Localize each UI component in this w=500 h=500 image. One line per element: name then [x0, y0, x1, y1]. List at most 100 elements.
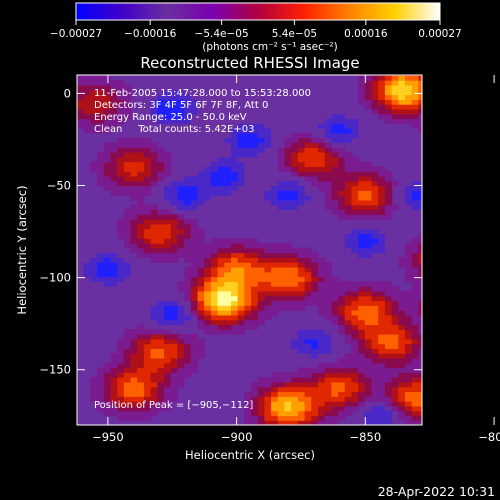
heatmap-cell: [230, 142, 239, 148]
heatmap-cell: [184, 353, 192, 359]
heatmap-cell: [411, 295, 419, 302]
heatmap-cell: [378, 94, 386, 100]
heatmap-cell: [164, 219, 172, 225]
heatmap-cell: [297, 142, 306, 148]
heatmap-cell: [384, 334, 393, 340]
heatmap-cell: [137, 219, 145, 225]
heatmap-cell: [150, 314, 158, 321]
heatmap-cell: [177, 104, 185, 110]
heatmap-cell: [391, 343, 399, 349]
heatmap-cell: [331, 286, 339, 292]
heatmap-cell: [164, 152, 172, 158]
heatmap-cell: [324, 353, 332, 359]
heatmap-cell: [224, 180, 232, 187]
heatmap-cell: [284, 199, 292, 206]
heatmap-cell: [117, 343, 125, 349]
heatmap-cell: [351, 377, 359, 383]
heatmap-cell: [271, 209, 279, 215]
heatmap-cell: [143, 348, 152, 354]
heatmap-cell: [184, 94, 192, 100]
heatmap-cell: [297, 266, 306, 273]
heatmap-cell: [103, 118, 112, 124]
heatmap-cell: [284, 204, 292, 211]
heatmap-cell: [103, 377, 112, 383]
heatmap-cell: [358, 329, 366, 335]
heatmap-cell: [324, 262, 332, 268]
heatmap-cell: [257, 391, 266, 397]
heatmap-cell: [217, 281, 225, 287]
heatmap-cell: [358, 190, 366, 196]
heatmap-cell: [244, 238, 252, 244]
heatmap-cell: [157, 329, 165, 335]
heatmap-cell: [405, 310, 413, 316]
heatmap-cell: [143, 381, 152, 388]
heatmap-cell: [164, 334, 172, 340]
heatmap-cell: [344, 401, 353, 407]
heatmap-cell: [157, 381, 165, 388]
heatmap-cell: [210, 156, 219, 163]
heatmap-cell: [224, 281, 232, 287]
heatmap-cell: [164, 128, 172, 134]
heatmap-cell: [411, 195, 419, 201]
heatmap-cell: [378, 377, 386, 383]
heatmap-cell: [371, 247, 379, 254]
heatmap-cell: [271, 415, 279, 421]
heatmap-cell: [384, 204, 393, 211]
heatmap-cell: [364, 410, 373, 417]
heatmap-cell: [418, 324, 422, 330]
heatmap-cell: [204, 195, 212, 201]
timestamp: 28-Apr-2022 10:31: [378, 484, 495, 499]
heatmap-cell: [210, 262, 219, 268]
heatmap-cell: [384, 314, 393, 321]
heatmap-cell: [284, 286, 292, 292]
heatmap-cell: [284, 209, 292, 215]
heatmap-cell: [304, 405, 312, 412]
heatmap-cell: [344, 118, 353, 124]
heatmap-cell: [97, 84, 105, 91]
heatmap-cell: [137, 348, 145, 354]
heatmap-cell: [143, 219, 152, 225]
heatmap-cell: [217, 324, 225, 330]
heatmap-cell: [143, 137, 152, 144]
heatmap-cell: [170, 367, 179, 373]
heatmap-cell: [371, 343, 379, 349]
heatmap-cell: [418, 372, 422, 378]
heatmap-cell: [230, 247, 239, 254]
heatmap-cell: [164, 156, 172, 163]
heatmap-cell: [344, 353, 353, 359]
heatmap-cell: [170, 228, 179, 235]
heatmap-cell: [418, 238, 422, 244]
heatmap-cell: [304, 204, 312, 211]
heatmap-cell: [123, 381, 132, 388]
heatmap-cell: [398, 75, 406, 81]
heatmap-cell: [378, 175, 386, 182]
heatmap-cell: [123, 367, 132, 373]
heatmap-cell: [405, 362, 413, 369]
heatmap-cell: [257, 405, 266, 412]
heatmap-cell: [398, 381, 406, 388]
heatmap-cell: [103, 262, 112, 268]
heatmap-cell: [384, 195, 393, 201]
heatmap-cell: [197, 300, 205, 306]
heatmap-cell: [143, 362, 152, 369]
heatmap-cell: [344, 175, 353, 182]
heatmap-cell: [324, 147, 332, 153]
info-detectors: Detectors: 3F 4F 5F 6F 7F 8F, Att 0: [94, 100, 268, 111]
heatmap-cell: [150, 209, 158, 215]
heatmap-cell: [317, 266, 326, 273]
heatmap-cell: [338, 300, 346, 306]
heatmap-cell: [123, 190, 132, 196]
heatmap-cell: [123, 238, 132, 244]
heatmap-cell: [237, 290, 245, 297]
heatmap-cell: [157, 362, 165, 369]
heatmap-cell: [123, 257, 132, 263]
heatmap-cell: [237, 147, 245, 153]
heatmap-cell: [77, 113, 85, 120]
heatmap-cell: [291, 156, 299, 163]
heatmap-cell: [257, 132, 266, 139]
heatmap-cell: [351, 252, 359, 258]
heatmap-cell: [197, 209, 205, 215]
heatmap-cell: [117, 396, 125, 402]
heatmap-cell: [244, 314, 252, 321]
heatmap-cell: [344, 252, 353, 258]
